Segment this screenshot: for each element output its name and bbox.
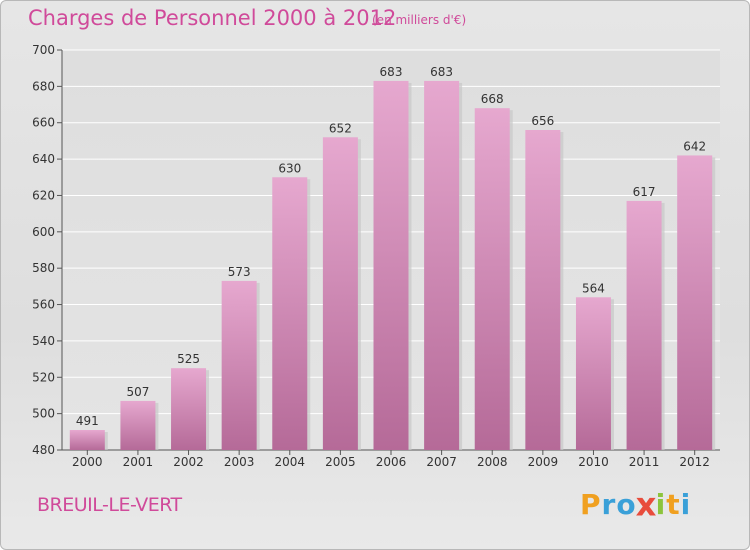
bar-2003 xyxy=(221,280,257,450)
y-tick-label: 640 xyxy=(32,152,55,166)
data-label-2010: 564 xyxy=(582,281,605,295)
y-tick-label: 680 xyxy=(32,79,55,93)
bar-2001 xyxy=(120,400,156,450)
data-label-2005: 652 xyxy=(329,121,352,135)
data-label-2000: 491 xyxy=(76,414,99,428)
logo-letter: r xyxy=(601,488,617,521)
proxiti-logo[interactable]: Proxiti xyxy=(580,485,692,524)
x-tick-label-2006: 2006 xyxy=(376,455,407,469)
x-tick-label-2009: 2009 xyxy=(528,455,559,469)
data-label-2007: 683 xyxy=(430,65,453,79)
x-tick-label-2008: 2008 xyxy=(477,455,508,469)
city-name: BREUIL-LE-VERT xyxy=(37,494,182,516)
x-tick-label-2007: 2007 xyxy=(426,455,457,469)
logo-letter: t xyxy=(666,488,681,521)
x-tick-label-2010: 2010 xyxy=(578,455,609,469)
data-label-2004: 630 xyxy=(278,161,301,175)
logo-letter: x xyxy=(635,485,658,524)
x-tick-label-2011: 2011 xyxy=(629,455,660,469)
x-tick-label-2002: 2002 xyxy=(173,455,204,469)
bar-2005 xyxy=(322,137,358,451)
logo-letter: o xyxy=(616,488,637,521)
y-tick-label: 540 xyxy=(32,334,55,348)
logo-letter: i xyxy=(680,488,692,521)
data-label-2011: 617 xyxy=(633,185,656,199)
bar-2010 xyxy=(575,297,611,450)
y-tick-label: 620 xyxy=(32,188,55,202)
x-tick-label-2005: 2005 xyxy=(325,455,356,469)
x-tick-label-2003: 2003 xyxy=(224,455,255,469)
bar-2009 xyxy=(525,130,561,450)
data-label-2009: 656 xyxy=(531,114,554,128)
chart-subtitle: (en milliers d'€) xyxy=(372,13,467,27)
logo-letter: i xyxy=(655,488,667,521)
y-tick-label: 600 xyxy=(32,225,55,239)
bar-2011 xyxy=(626,200,662,450)
bar-2008 xyxy=(474,108,510,450)
y-tick-label: 580 xyxy=(32,261,55,275)
x-tick-label-2012: 2012 xyxy=(679,455,710,469)
x-tick-label-2001: 2001 xyxy=(123,455,154,469)
y-tick-label: 560 xyxy=(32,298,55,312)
x-tick-label-2000: 2000 xyxy=(72,455,103,469)
chart-title: Charges de Personnel 2000 à 2012 xyxy=(28,6,397,30)
y-tick-label: 660 xyxy=(32,116,55,130)
x-tick-labels: 2000 2001 2002 2003 2004 2005 2006 2007 2008 2009… xyxy=(72,450,710,469)
bar-2012 xyxy=(677,155,713,451)
bar-2002 xyxy=(171,368,207,450)
y-tick-labels: 480 500 520 540 560 580 600 620 640 660 680 700 xyxy=(32,43,55,457)
data-label-2003: 573 xyxy=(228,265,251,279)
bars xyxy=(69,80,716,451)
bar-2007 xyxy=(424,80,460,450)
data-label-2008: 668 xyxy=(481,92,504,106)
y-tick-label: 500 xyxy=(32,407,55,421)
logo-letter: P xyxy=(580,488,602,521)
data-label-2006: 683 xyxy=(380,65,403,79)
y-tick-label: 480 xyxy=(32,443,55,457)
data-labels: 491 507 525 573 630 652 683 683 668 656 564 617 642 xyxy=(76,65,706,428)
data-label-2001: 507 xyxy=(126,385,149,399)
bar-2000 xyxy=(69,430,105,450)
data-label-2012: 642 xyxy=(683,139,706,153)
bar-2006 xyxy=(373,80,409,450)
y-tick-label: 520 xyxy=(32,370,55,384)
data-label-2002: 525 xyxy=(177,352,200,366)
y-tick-label: 700 xyxy=(32,43,55,57)
bar-2004 xyxy=(272,177,308,451)
x-tick-label-2004: 2004 xyxy=(274,455,305,469)
